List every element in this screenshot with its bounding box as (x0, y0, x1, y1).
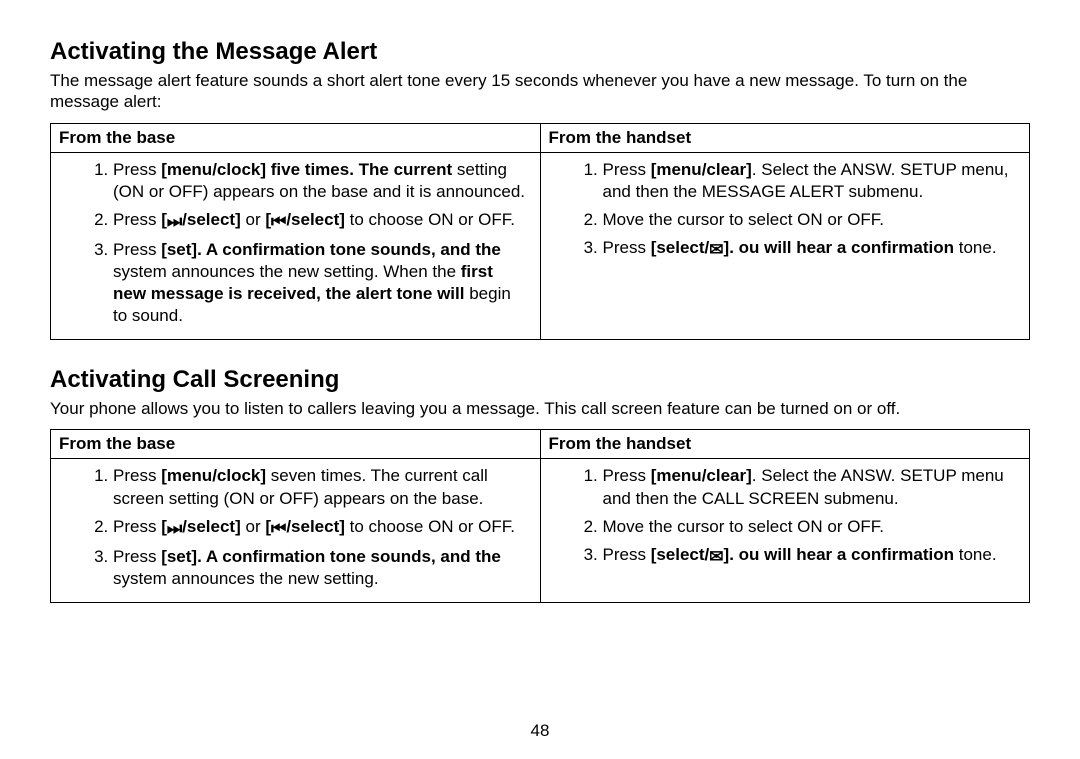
text: Press (113, 210, 161, 229)
text: /select] (182, 517, 241, 536)
section2-base-step2: Press [⏭/select] or [⏮/select] to choose… (113, 516, 534, 540)
text: or (241, 210, 266, 229)
section1-handset-step3: Press [select/✉]. ou will hear a confirm… (603, 237, 1024, 261)
text: Press (603, 160, 651, 179)
rewind-icon: ⏮ (271, 518, 286, 540)
text: ]. ou will hear a confirmation (724, 238, 954, 257)
text: Press (113, 517, 161, 536)
section1-intro: The message alert feature sounds a short… (50, 70, 1030, 113)
section1-handset-cell: Press [menu/clear]. Select the ANSW. SET… (540, 152, 1030, 340)
text: system announces the new setting. When t… (113, 262, 461, 281)
section2-title: Activating Call Screening (50, 366, 1030, 394)
text: Press (603, 238, 651, 257)
text: ]. ou will hear a confirmation (724, 545, 954, 564)
section1-base-step2: Press [⏭/select] or [⏮/select] to choose… (113, 209, 534, 233)
section1-col-handset: From the handset (540, 123, 1030, 152)
bold-text: [menu/clock] five times. The current (161, 160, 452, 179)
text: [select/ (651, 238, 710, 257)
section1-handset-step2: Move the cursor to select ON or OFF. (603, 209, 1024, 231)
section2-handset-cell: Press [menu/clear]. Select the ANSW. SET… (540, 459, 1030, 602)
text: /select] (286, 517, 345, 536)
section2-handset-step2: Move the cursor to select ON or OFF. (603, 516, 1024, 538)
text: Press (113, 466, 161, 485)
section2-handset-step3: Press [select/✉]. ou will hear a confirm… (603, 544, 1024, 568)
text: Press (603, 466, 651, 485)
section2-base-step3: Press [set]. A confirmation tone sounds,… (113, 546, 534, 590)
text: tone. (954, 238, 997, 257)
rewind-icon: ⏮ (271, 211, 286, 233)
manual-page: Activating the Message Alert The message… (0, 0, 1080, 759)
section2-col-base: From the base (51, 430, 541, 459)
fast-forward-icon: ⏭ (167, 211, 182, 233)
text: Press (113, 240, 161, 259)
section2-intro: Your phone allows you to listen to calle… (50, 398, 1030, 419)
section1-base-cell: Press [menu/clock] five times. The curre… (51, 152, 541, 340)
section1-col-base: From the base (51, 123, 541, 152)
section2-base-cell: Press [menu/clock] seven times. The curr… (51, 459, 541, 602)
text: system announces the new setting. (113, 569, 379, 588)
text: tone. (954, 545, 997, 564)
text: or (241, 517, 266, 536)
text: to choose ON or OFF. (345, 517, 515, 536)
bold-text: [set]. A confirmation tone sounds, and t… (161, 240, 501, 259)
fast-forward-icon: ⏭ (167, 518, 182, 540)
text: /select] (286, 210, 345, 229)
text: Press (113, 160, 161, 179)
section1-handset-step1: Press [menu/clear]. Select the ANSW. SET… (603, 159, 1024, 203)
section1-base-step1: Press [menu/clock] five times. The curre… (113, 159, 534, 203)
section1-base-step3: Press [set]. A confirmation tone sounds,… (113, 239, 534, 327)
text: Press (603, 545, 651, 564)
envelope-icon: ✉ (709, 546, 723, 568)
bold-text: [menu/clear] (651, 466, 752, 485)
section2-col-handset: From the handset (540, 430, 1030, 459)
bold-text: [set]. A confirmation tone sounds, and t… (161, 547, 501, 566)
section1-table: From the base From the handset Press [me… (50, 123, 1030, 341)
section1-title: Activating the Message Alert (50, 38, 1030, 66)
section2-base-step1: Press [menu/clock] seven times. The curr… (113, 465, 534, 509)
text: /select] (182, 210, 241, 229)
text: [select/ (651, 545, 710, 564)
bold-text: [menu/clear] (651, 160, 752, 179)
text: Press (113, 547, 161, 566)
section2-handset-step1: Press [menu/clear]. Select the ANSW. SET… (603, 465, 1024, 509)
page-number: 48 (0, 721, 1080, 741)
section2-table: From the base From the handset Press [me… (50, 429, 1030, 602)
envelope-icon: ✉ (709, 239, 723, 261)
bold-text: [menu/clock] (161, 466, 266, 485)
text: to choose ON or OFF. (345, 210, 515, 229)
